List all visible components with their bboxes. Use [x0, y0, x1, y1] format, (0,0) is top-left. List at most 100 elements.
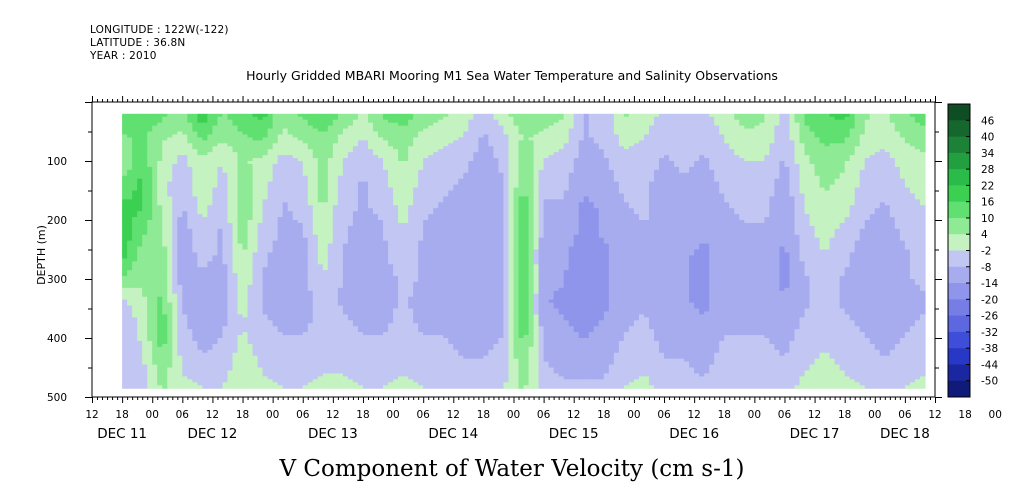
heatmap-cell: [192, 308, 198, 313]
heatmap-cell: [187, 252, 193, 256]
heatmap-cell: [162, 137, 168, 141]
heatmap-cell: [252, 199, 259, 203]
heatmap-cell: [162, 296, 168, 301]
heatmap-cell: [247, 211, 254, 215]
heatmap-cell: [257, 261, 264, 265]
heatmap-cell: [202, 125, 209, 130]
heatmap-cell: [272, 340, 279, 345]
heatmap-cell: [232, 184, 239, 189]
heatmap-cell: [147, 116, 153, 121]
heatmap-cell: [202, 299, 209, 304]
heatmap-cell: [252, 125, 259, 130]
heatmap-cell: [197, 181, 203, 186]
heatmap-cell: [207, 246, 214, 251]
heatmap-cell: [202, 349, 209, 354]
heatmap-cell: [227, 343, 234, 348]
heatmap-cell: [262, 222, 269, 227]
heatmap-cell: [237, 281, 244, 286]
heatmap-cell: [237, 385, 244, 389]
heatmap-cell: [137, 158, 143, 162]
heatmap-cell: [127, 255, 133, 259]
heatmap-cell: [227, 225, 234, 230]
heatmap-cell: [277, 163, 284, 168]
heatmap-cell: [197, 338, 203, 342]
heatmap-cell: [197, 349, 203, 354]
heatmap-cell: [262, 382, 269, 386]
heatmap-cell: [262, 231, 269, 236]
heatmap-cell: [237, 335, 244, 339]
heatmap-cell: [212, 119, 219, 124]
heatmap-cell: [157, 181, 163, 186]
heatmap-cell: [217, 169, 224, 174]
heatmap-cell: [237, 352, 244, 357]
heatmap-cell: [242, 305, 249, 310]
heatmap-cell: [212, 234, 219, 239]
heatmap-cell: [187, 211, 193, 215]
heatmap-cell: [167, 119, 173, 124]
heatmap-cell: [262, 296, 269, 301]
heatmap-cell: [262, 187, 269, 192]
heatmap-cell: [172, 149, 178, 153]
heatmap-cell: [227, 178, 234, 183]
heatmap-cell: [272, 234, 279, 239]
heatmap-cell: [222, 293, 229, 298]
heatmap-cell: [252, 335, 259, 339]
heatmap-cell: [157, 329, 163, 333]
heatmap-cell: [147, 276, 153, 280]
heatmap-cell: [172, 364, 178, 369]
heatmap-cell: [187, 134, 193, 138]
heatmap-cell: [282, 152, 289, 156]
heatmap-cell: [262, 119, 269, 124]
heatmap-cell: [132, 323, 138, 327]
heatmap-cell: [277, 367, 284, 372]
heatmap-cell: [137, 243, 143, 248]
heatmap-cell: [122, 261, 128, 265]
heatmap-cell: [202, 320, 209, 324]
heatmap-cell: [187, 379, 193, 383]
heatmap-cell: [237, 317, 244, 321]
heatmap-cell: [267, 273, 274, 277]
heatmap-cell: [157, 184, 163, 189]
heatmap-cell: [202, 246, 209, 251]
heatmap-cell: [222, 190, 229, 195]
heatmap-cell: [277, 217, 284, 221]
heatmap-cell: [252, 317, 259, 321]
heatmap-cell: [262, 225, 269, 230]
heatmap-cell: [222, 228, 229, 233]
heatmap-cell: [217, 172, 224, 177]
heatmap-cell: [252, 193, 259, 197]
heatmap-cell: [132, 116, 138, 121]
heatmap-cell: [237, 382, 244, 386]
heatmap-cell: [272, 172, 279, 177]
heatmap-cell: [192, 293, 198, 298]
heatmap-cell: [207, 323, 214, 327]
heatmap-cell: [172, 217, 178, 221]
heatmap-cell: [267, 220, 274, 224]
heatmap-cell: [127, 237, 133, 242]
heatmap-cell: [157, 205, 163, 209]
heatmap-cell: [132, 234, 138, 239]
heatmap-cell: [182, 234, 188, 239]
heatmap-cell: [162, 146, 168, 150]
heatmap-cell: [212, 113, 219, 118]
heatmap-cell: [137, 149, 143, 153]
heatmap-cell: [172, 184, 178, 189]
heatmap-cell: [202, 202, 209, 206]
heatmap-cell: [122, 284, 128, 289]
heatmap-cell: [227, 169, 234, 174]
heatmap-cell: [162, 370, 168, 374]
heatmap-cell: [257, 211, 264, 215]
heatmap-cell: [142, 116, 148, 121]
heatmap-cell: [132, 302, 138, 307]
heatmap-cell: [272, 370, 279, 374]
heatmap-cell: [207, 367, 214, 372]
heatmap-cell: [252, 276, 259, 280]
heatmap-cell: [217, 193, 224, 197]
heatmap-cell: [162, 116, 168, 121]
heatmap-cell: [247, 140, 254, 144]
heatmap-cell: [272, 361, 279, 366]
heatmap-cell: [252, 252, 259, 256]
heatmap-cell: [217, 217, 224, 221]
heatmap-cell: [302, 385, 309, 389]
heatmap-cell: [172, 281, 178, 286]
